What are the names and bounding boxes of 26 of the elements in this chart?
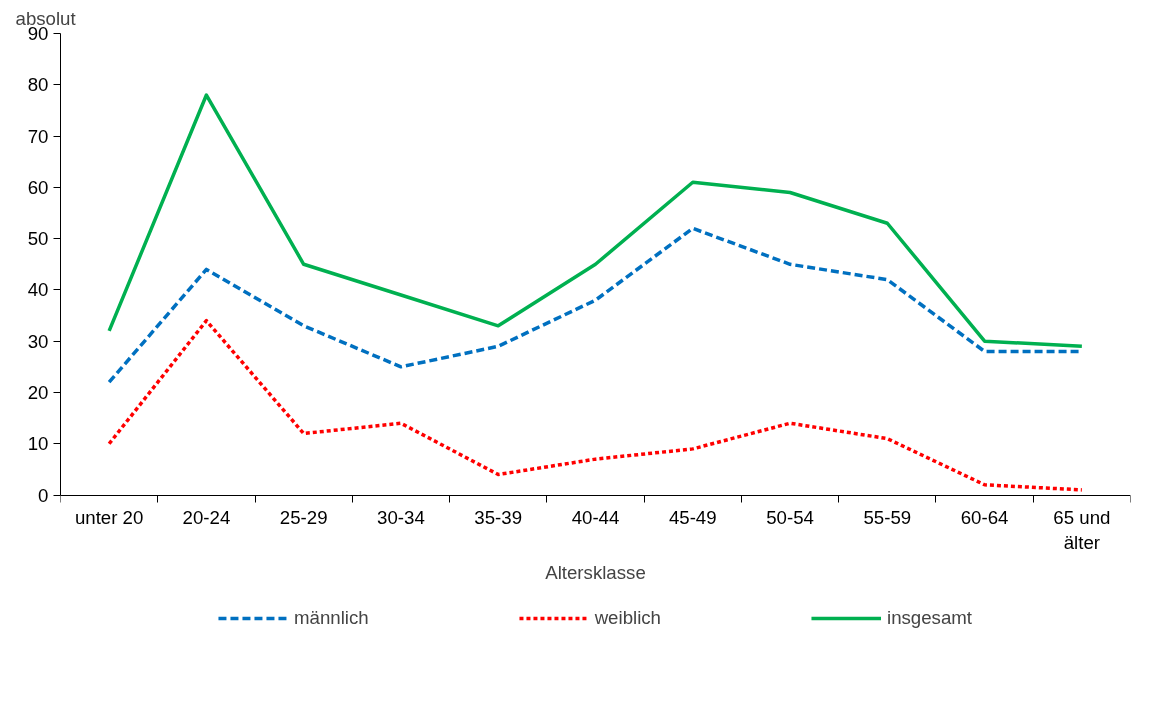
- line-series: [107, 93, 1084, 349]
- x-tick-label: 65 und älter: [1053, 507, 1111, 554]
- y-tick-label: 60: [27, 176, 49, 198]
- legend-label: insgesamt: [887, 607, 973, 629]
- y-tick-label: 70: [27, 125, 49, 147]
- x-tick-label: 50-54: [766, 507, 814, 529]
- x-tick-label: 55-59: [863, 507, 912, 529]
- y-tick-label: 40: [27, 279, 49, 301]
- x-tick-label: 45-49: [668, 507, 717, 529]
- x-axis-title: Altersklasse: [545, 561, 646, 583]
- legend-label: weiblich: [594, 607, 662, 629]
- y-tick-label: 10: [27, 433, 49, 455]
- y-tick-label: 20: [27, 381, 49, 403]
- x-tick-label: 20-24: [182, 507, 231, 529]
- x-tick-label: 60-64: [960, 507, 1009, 529]
- x-tick-label: 30-34: [377, 507, 425, 529]
- y-tick-label: 30: [27, 330, 49, 352]
- x-tick-label: 35-39: [474, 507, 523, 529]
- x-tick-label: 40-44: [571, 507, 620, 529]
- legend-label: männlich: [293, 607, 369, 629]
- line-series: [107, 318, 1084, 492]
- y-tick-label: 80: [27, 74, 49, 96]
- x-tick-label: unter 20: [74, 507, 144, 529]
- y-tick-label: 50: [27, 228, 49, 250]
- x-tick-label: 25-29: [279, 507, 328, 529]
- y-tick-label: 0: [38, 484, 49, 506]
